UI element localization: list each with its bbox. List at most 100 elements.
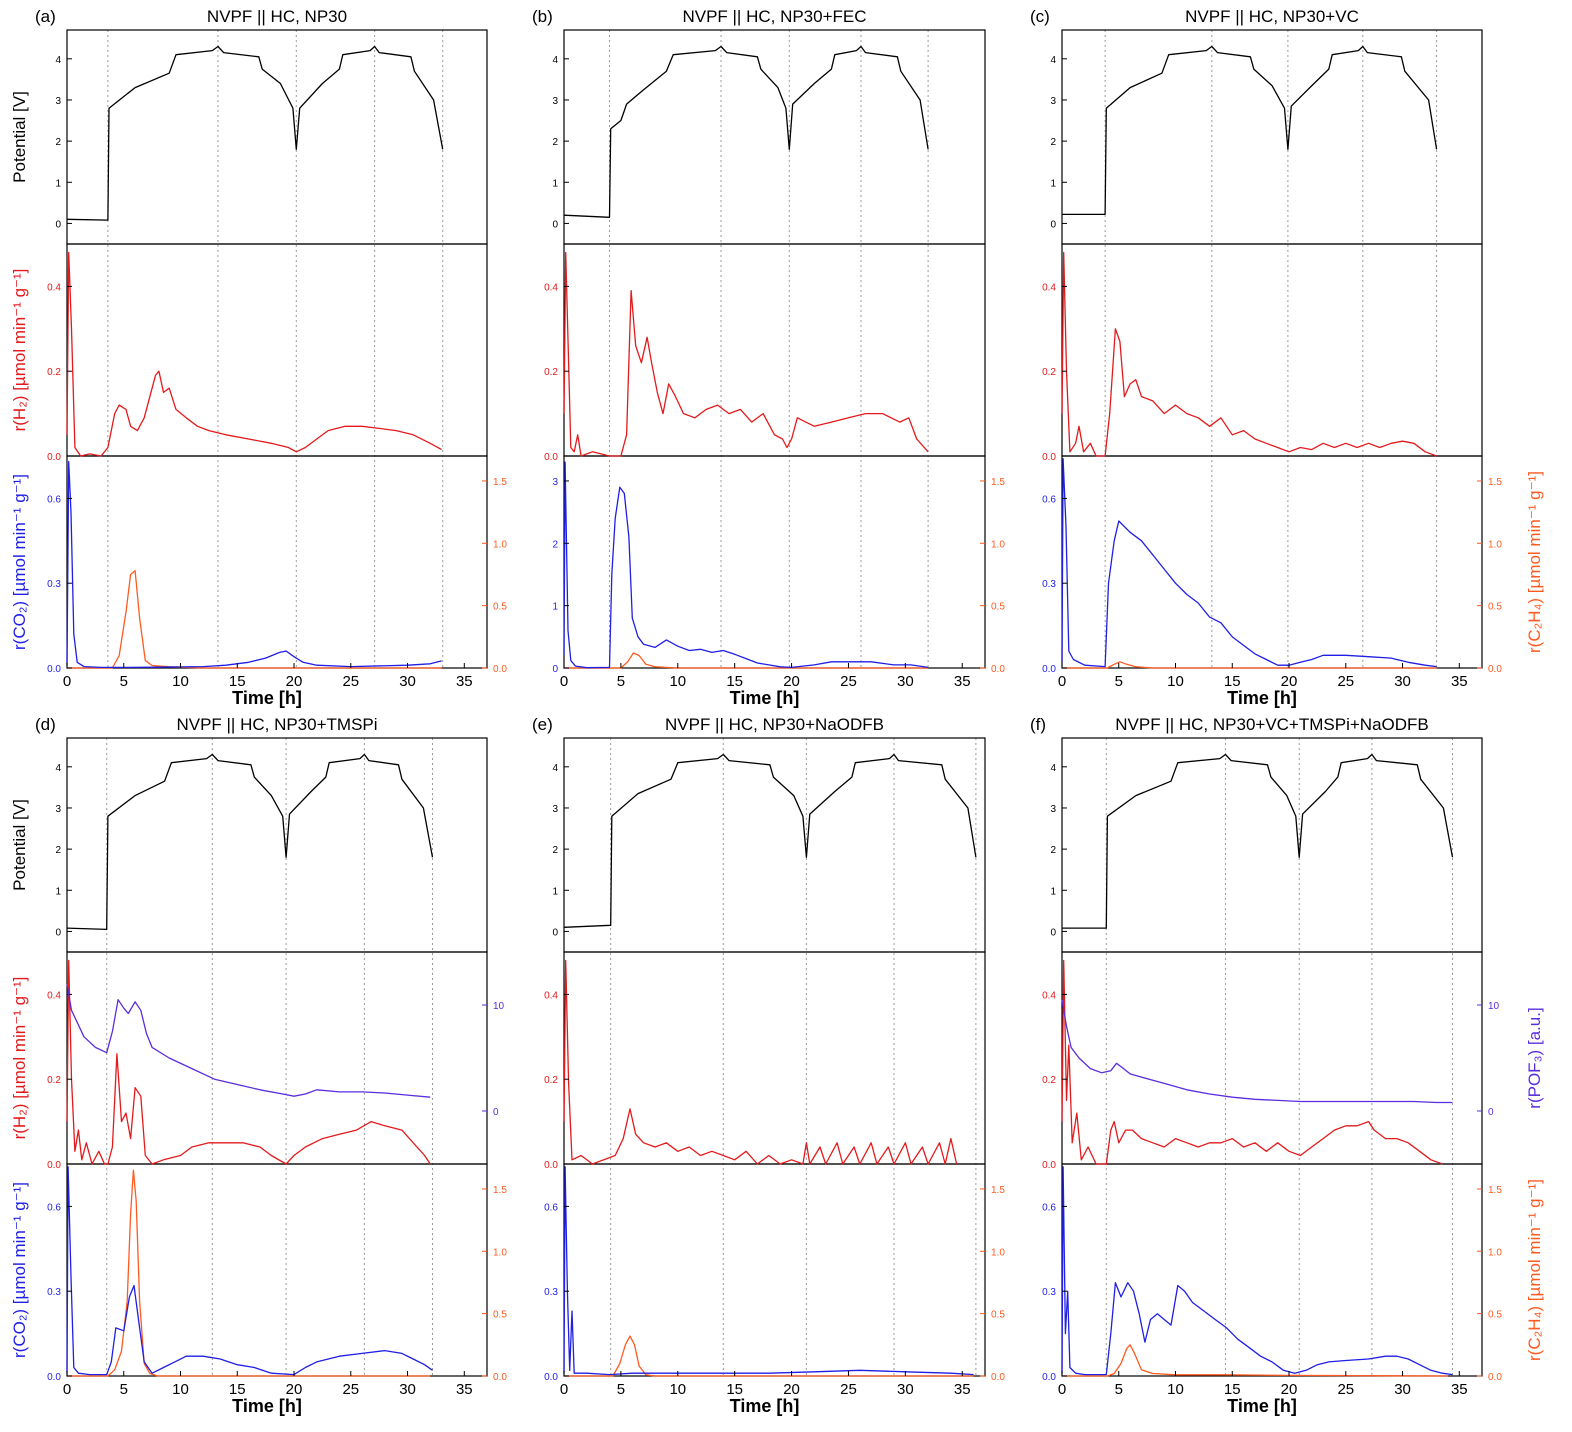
potential-tick-label: 2 (552, 137, 558, 148)
y-axis-label-co2: r(CO₂) [µmol min⁻¹ g⁻¹] (10, 1182, 29, 1358)
x-tick-label: 0 (1058, 1381, 1066, 1398)
c2h4-line (67, 1169, 431, 1377)
subplot-frame (1061, 1163, 1483, 1377)
x-tick-label: 20 (286, 673, 303, 690)
panel-title: NVPF || HC, NP30+NaODFB (665, 715, 884, 734)
x-tick-label: 35 (456, 673, 473, 690)
c2h4-tick-label: 0.5 (1488, 602, 1502, 613)
subplot-frame (563, 737, 986, 953)
y-axis-label-co2: r(CO₂) [µmol min⁻¹ g⁻¹] (10, 474, 29, 650)
subplot-frame (1061, 243, 1483, 457)
potential-tick-label: 2 (1050, 137, 1056, 148)
y-axis-label-potential: Potential [V] (10, 91, 29, 183)
h2-tick-label: 0.4 (1042, 990, 1056, 1001)
pof3-tick-label: 10 (493, 1001, 505, 1012)
h2-tick-label: 0.0 (47, 452, 61, 463)
c2h4-tick-label: 0.5 (493, 602, 507, 613)
potential-tick-label: 2 (55, 137, 61, 148)
x-tick-label: 35 (954, 1381, 971, 1398)
subplot-frame (66, 1163, 488, 1377)
x-tick-label: 5 (120, 1381, 128, 1398)
c2h4-tick-label: 1.0 (991, 1247, 1005, 1258)
potential-tick-label: 2 (55, 845, 61, 856)
subplot-frame (563, 951, 986, 1165)
x-tick-label: 5 (120, 673, 128, 690)
co2-tick-label: 0.3 (47, 579, 61, 590)
x-tick-label: 15 (1224, 1381, 1241, 1398)
subplot-frame (66, 455, 488, 669)
potential-tick-label: 4 (552, 55, 558, 66)
h2-tick-label: 0.0 (544, 1160, 558, 1171)
potential-tick-label: 0 (55, 219, 61, 230)
h2-tick-label: 0.4 (47, 990, 61, 1001)
c2h4-tick-label: 0.5 (1488, 1310, 1502, 1321)
potential-tick-label: 3 (55, 96, 61, 107)
x-tick-label: 35 (1451, 673, 1468, 690)
c2h4-tick-label: 0.5 (991, 602, 1005, 613)
potential-tick-label: 2 (552, 845, 558, 856)
potential-tick-label: 1 (552, 178, 558, 189)
panel-f: (f) NVPF || HC, NP30+VC+TMSPi+NaODFB 0 1 2 3 4… (1030, 715, 1544, 1416)
potential-tick-label: 0 (552, 927, 558, 938)
x-tick-label: 0 (560, 673, 568, 690)
co2-line (66, 461, 442, 669)
c2h4-tick-label: 1.5 (991, 477, 1005, 488)
potential-tick-label: 1 (55, 178, 61, 189)
h2-line (563, 251, 929, 457)
x-tick-label: 10 (172, 1381, 189, 1398)
y-axis-label-h2: r(H₂) [µmol min⁻¹ g⁻¹] (10, 269, 29, 432)
c2h4-tick-label: 0.5 (493, 1310, 507, 1321)
x-tick-label: 25 (840, 1381, 857, 1398)
c2h4-tick-label: 0.0 (493, 664, 507, 675)
x-tick-label: 5 (1115, 673, 1123, 690)
h2-tick-label: 0.0 (1042, 1160, 1056, 1171)
co2-tick-label: 0.0 (1042, 664, 1056, 675)
x-tick-label: 10 (1167, 673, 1184, 690)
panel-e: (e) NVPF || HC, NP30+NaODFB 0 1 2 3 4 0.0 0.2 0.4… (532, 715, 1005, 1416)
x-axis-label: Time [h] (1227, 688, 1297, 708)
x-tick-label: 35 (456, 1381, 473, 1398)
potential-tick-label: 3 (552, 804, 558, 815)
x-axis-label: Time [h] (1227, 1396, 1297, 1416)
x-tick-label: 30 (897, 1381, 914, 1398)
x-tick-label: 30 (897, 673, 914, 690)
co2-tick-label: 0.3 (544, 1287, 558, 1298)
panel-title: NVPF || HC, NP30+FEC (682, 7, 866, 26)
x-tick-label: 10 (669, 673, 686, 690)
subplot-frame (66, 29, 488, 245)
panel-b: (b) NVPF || HC, NP30+FEC 0 1 2 3 4 0.0 0.2 0.4 0.0… (532, 7, 1005, 708)
h2-tick-label: 0.0 (47, 1160, 61, 1171)
co2-tick-label: 0.0 (1042, 1372, 1056, 1383)
co2-tick-label: 0.3 (1042, 1287, 1056, 1298)
potential-tick-label: 0 (55, 927, 61, 938)
x-axis-label: Time [h] (232, 688, 302, 708)
subplot-frame (1061, 29, 1483, 245)
potential-tick-label: 4 (552, 763, 558, 774)
x-tick-label: 15 (726, 1381, 743, 1398)
x-tick-label: 0 (63, 1381, 71, 1398)
pof3-tick-label: 10 (1488, 1001, 1500, 1012)
c2h4-tick-label: 1.5 (493, 1185, 507, 1196)
h2-tick-label: 0.2 (47, 367, 61, 378)
x-tick-label: 10 (669, 1381, 686, 1398)
h2-tick-label: 0.2 (544, 367, 558, 378)
co2-line (1061, 1166, 1453, 1376)
x-tick-label: 20 (1281, 1381, 1298, 1398)
x-tick-label: 20 (783, 1381, 800, 1398)
x-tick-label: 15 (229, 1381, 246, 1398)
x-tick-label: 30 (399, 673, 416, 690)
y-axis-label-h2: r(H₂) [µmol min⁻¹ g⁻¹] (10, 977, 29, 1140)
c2h4-tick-label: 1.0 (1488, 1247, 1502, 1258)
potential-tick-label: 1 (1050, 886, 1056, 897)
c2h4-tick-label: 1.0 (493, 539, 507, 550)
co2-tick-label: 3 (552, 477, 558, 488)
potential-tick-label: 1 (552, 886, 558, 897)
panel-label: (b) (532, 7, 553, 26)
co2-line (1061, 458, 1437, 668)
potential-tick-label: 2 (1050, 845, 1056, 856)
h2-line (1061, 251, 1437, 457)
potential-tick-label: 1 (1050, 178, 1056, 189)
c2h4-line (1062, 661, 1437, 669)
x-tick-label: 30 (399, 1381, 416, 1398)
